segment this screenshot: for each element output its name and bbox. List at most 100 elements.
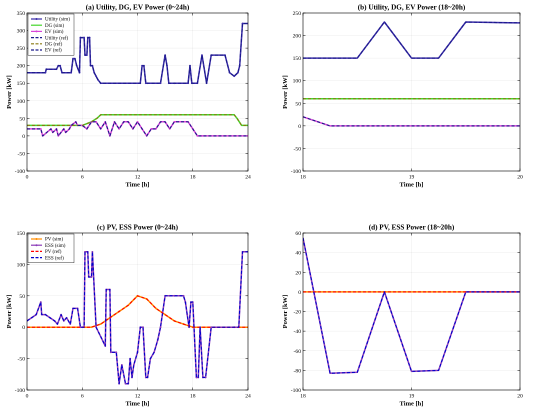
x-tick-label: 6 bbox=[81, 394, 84, 400]
data-point bbox=[39, 127, 42, 130]
y-tick-label: 60 bbox=[295, 231, 301, 237]
y-tick-label: -60 bbox=[294, 349, 302, 355]
x-axis-label: Time [h] bbox=[400, 182, 424, 189]
data-point bbox=[233, 75, 236, 78]
data-point bbox=[83, 36, 85, 39]
data-point bbox=[204, 376, 207, 379]
plot-frame bbox=[26, 232, 249, 391]
y-tick-label: 100 bbox=[17, 262, 26, 268]
y-tick-label: 0 bbox=[22, 134, 25, 140]
chart-title: (b) Utility, DG, EV Power (18~20h) bbox=[358, 4, 466, 12]
series-line-ess-ref bbox=[303, 237, 520, 374]
data-point bbox=[182, 294, 185, 297]
data-point bbox=[155, 307, 157, 310]
y-tick-label: -40 bbox=[294, 329, 302, 335]
x-tick-label: 19 bbox=[409, 175, 415, 181]
data-point bbox=[196, 134, 199, 137]
y-tick-label: 40 bbox=[295, 251, 301, 257]
chart-title: (d) PV, ESS Power (18~20h) bbox=[369, 224, 455, 232]
legend-entry-label: DG (ref) bbox=[45, 43, 63, 48]
data-point bbox=[210, 326, 213, 329]
data-point bbox=[144, 82, 147, 85]
legend-marker bbox=[35, 244, 38, 247]
legend-entry-label: ESS (sim) bbox=[45, 244, 66, 249]
y-tick-label: 250 bbox=[293, 11, 302, 17]
y-axis-label: Power [kW] bbox=[6, 75, 13, 109]
y-tick-label: 100 bbox=[293, 79, 302, 85]
x-tick-label: 12 bbox=[135, 394, 141, 400]
y-tick-label: 150 bbox=[293, 56, 302, 62]
data-point bbox=[95, 75, 97, 78]
series-line-ess-ref bbox=[27, 251, 248, 385]
x-tick-label: 19 bbox=[409, 394, 415, 400]
data-point bbox=[241, 22, 244, 25]
y-tick-label: -100 bbox=[15, 388, 25, 394]
legend-entry-label: Utility (ref) bbox=[45, 36, 69, 41]
plot-area bbox=[27, 250, 248, 385]
data-point bbox=[91, 250, 94, 253]
y-tick-label: 150 bbox=[17, 81, 26, 87]
data-point bbox=[201, 54, 203, 57]
data-point bbox=[124, 382, 127, 385]
plot-frame bbox=[302, 12, 521, 172]
legend-entry-label: PV (ref) bbox=[45, 250, 62, 255]
x-tick-label: 20 bbox=[517, 175, 523, 181]
y-tick-label: -50 bbox=[18, 357, 26, 363]
plot-area bbox=[303, 237, 520, 375]
data-point bbox=[159, 326, 162, 329]
y-tick-label: 50 bbox=[295, 101, 301, 107]
chart-panel-1: 0 6 12 18 24 -100 -50 0 50 100 150 200 250 300 350 (a) … bbox=[6, 4, 251, 189]
legend-entry-label: EV (sim) bbox=[45, 30, 64, 35]
y-tick-label: -100 bbox=[15, 169, 25, 175]
y-tick-label: 0 bbox=[298, 290, 301, 296]
y-tick-label: -80 bbox=[294, 368, 302, 374]
legend-marker bbox=[35, 30, 38, 33]
y-tick-label: 50 bbox=[19, 116, 25, 122]
data-point bbox=[159, 82, 162, 85]
legend-marker bbox=[35, 18, 38, 20]
x-tick-label: 6 bbox=[81, 175, 84, 181]
legend-box bbox=[27, 13, 75, 56]
legend-entry-label: EV (ref) bbox=[45, 49, 62, 54]
x-axis-label: Time [h] bbox=[126, 182, 150, 189]
legend-marker bbox=[35, 238, 38, 240]
data-point bbox=[72, 57, 74, 60]
legend: PV (sim)ESS (sim)PV (ref)ESS (ref) bbox=[27, 233, 75, 263]
chart-panel-2: 18 19 20 -100 -50 0 50 100 150 200 250 (b) Utility,… bbox=[282, 4, 523, 189]
chart-panel-3: 0 6 12 18 24 -100 -50 0 50 100 150 (c) PV, ESS Powe… bbox=[6, 224, 251, 408]
legend-entry-label: DG (sim) bbox=[45, 24, 64, 29]
y-tick-label: -50 bbox=[294, 146, 302, 152]
data-point bbox=[150, 127, 153, 130]
series-line-pv-ref bbox=[27, 295, 248, 328]
data-point bbox=[70, 71, 73, 74]
data-point bbox=[109, 351, 112, 354]
series-line-ev-ref bbox=[303, 116, 520, 127]
data-point bbox=[115, 351, 118, 354]
y-tick-label: 100 bbox=[17, 99, 26, 105]
y-tick-label: 50 bbox=[19, 294, 25, 300]
x-tick-label: 20 bbox=[517, 394, 523, 400]
legend: Utility (sim)DG (sim)EV (sim)Utility (re… bbox=[27, 13, 75, 56]
y-tick-label: 250 bbox=[17, 46, 26, 52]
x-axis-label: Time [h] bbox=[126, 401, 150, 408]
y-tick-label: -50 bbox=[18, 151, 26, 157]
plot-frame bbox=[302, 232, 521, 391]
y-tick-label: 0 bbox=[298, 124, 301, 130]
data-point bbox=[236, 71, 239, 74]
y-axis-label: Power [kW] bbox=[6, 295, 13, 329]
data-point bbox=[85, 54, 88, 57]
plot-frame bbox=[26, 12, 249, 172]
chart-title: (a) Utility, DG, EV Power (0~24h) bbox=[86, 4, 190, 12]
y-axis-label: Power [kW] bbox=[282, 75, 289, 109]
y-tick-label: -100 bbox=[291, 169, 301, 175]
plot-area bbox=[303, 21, 520, 127]
x-tick-label: 18 bbox=[300, 394, 306, 400]
chart-panel-4: 18 19 20 -100 -80 -60 -40 -20 0 20 40 60 (d) PV, ESS… bbox=[282, 224, 523, 408]
y-tick-label: 200 bbox=[17, 64, 26, 70]
x-tick-label: 18 bbox=[300, 175, 306, 181]
x-tick-label: 18 bbox=[190, 394, 196, 400]
x-axis-label: Time [h] bbox=[400, 401, 424, 408]
y-tick-label: 200 bbox=[293, 34, 302, 40]
series-line-utility-ref bbox=[303, 21, 520, 59]
